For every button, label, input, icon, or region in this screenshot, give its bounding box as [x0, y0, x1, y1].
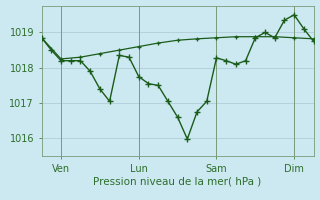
X-axis label: Pression niveau de la mer( hPa ): Pression niveau de la mer( hPa ) [93, 176, 262, 186]
